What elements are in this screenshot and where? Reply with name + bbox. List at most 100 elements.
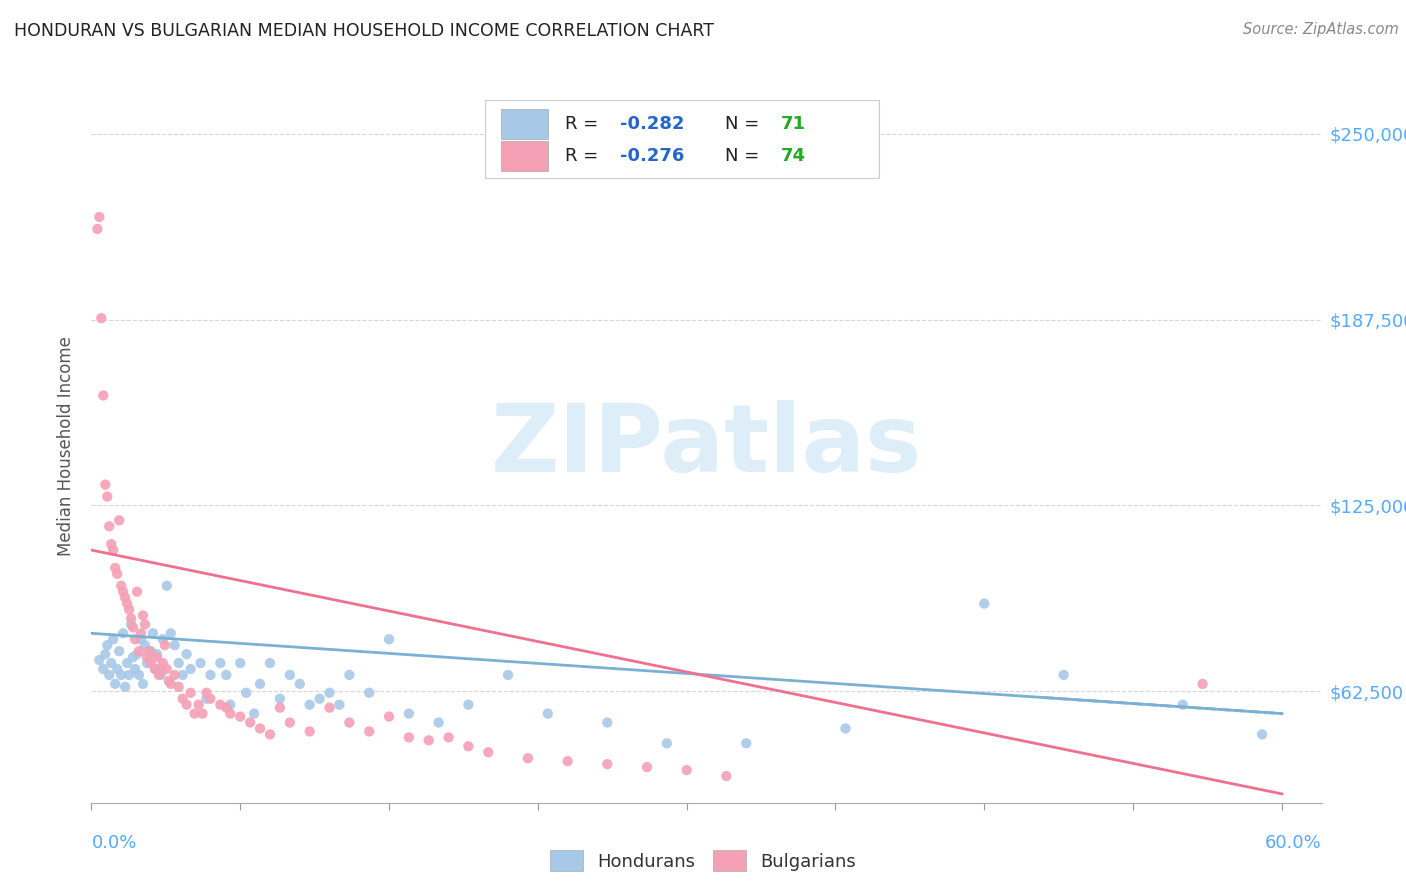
Point: [138, 644, 160, 658]
Point: [172, 691, 194, 706]
Point: [159, 626, 181, 640]
Point: [318, 686, 340, 700]
Point: [143, 662, 166, 676]
Point: [219, 706, 242, 721]
Point: [200, 668, 222, 682]
Point: [143, 662, 166, 676]
Point: [219, 698, 242, 712]
Point: [176, 698, 198, 712]
Point: [142, 626, 165, 640]
Point: [139, 644, 162, 658]
Point: [157, 673, 180, 688]
Point: [118, 602, 141, 616]
Text: 74: 74: [780, 147, 806, 165]
Point: [359, 724, 381, 739]
Point: [90, 311, 112, 326]
Point: [91, 662, 114, 676]
Point: [1251, 727, 1274, 741]
Point: [187, 698, 209, 712]
Point: [477, 745, 499, 759]
Point: [98, 668, 121, 682]
Point: [418, 733, 440, 747]
Point: [215, 700, 238, 714]
Point: [1053, 668, 1076, 682]
Point: [120, 611, 142, 625]
Point: [110, 668, 132, 682]
Point: [288, 677, 311, 691]
Point: [298, 698, 321, 712]
Point: [427, 715, 450, 730]
Point: [152, 632, 174, 647]
Point: [596, 715, 619, 730]
Y-axis label: Median Household Income: Median Household Income: [58, 336, 76, 556]
Point: [96, 490, 118, 504]
Point: [209, 656, 232, 670]
Point: [229, 709, 252, 723]
Point: [115, 656, 138, 670]
Text: R =: R =: [565, 147, 605, 165]
Point: [163, 668, 186, 682]
Point: [124, 632, 146, 647]
Point: [215, 668, 238, 682]
Point: [132, 677, 155, 691]
Point: [108, 644, 131, 658]
Point: [132, 608, 155, 623]
Point: [136, 656, 159, 670]
Point: [105, 566, 128, 581]
Point: [636, 760, 658, 774]
Point: [128, 644, 150, 658]
Point: [249, 722, 271, 736]
Point: [153, 638, 176, 652]
Point: [112, 626, 135, 640]
Point: [114, 680, 136, 694]
Point: [129, 626, 152, 640]
Point: [146, 647, 169, 661]
Point: [122, 650, 145, 665]
Point: [149, 662, 172, 676]
Point: [125, 584, 148, 599]
Point: [209, 698, 232, 712]
Point: [129, 632, 152, 647]
Point: [437, 731, 460, 745]
Point: [1171, 698, 1194, 712]
Point: [86, 222, 108, 236]
Point: [103, 632, 125, 647]
Point: [104, 561, 127, 575]
Text: 60.0%: 60.0%: [1265, 834, 1322, 852]
Point: [112, 584, 135, 599]
Point: [398, 731, 420, 745]
Text: -0.282: -0.282: [620, 115, 685, 133]
Point: [834, 722, 856, 736]
Point: [148, 668, 170, 682]
Point: [378, 709, 401, 723]
Point: [156, 579, 179, 593]
Point: [125, 647, 148, 661]
Point: [134, 617, 156, 632]
Text: 71: 71: [780, 115, 806, 133]
Point: [229, 656, 252, 670]
FancyBboxPatch shape: [501, 109, 548, 139]
Point: [94, 477, 117, 491]
Point: [96, 638, 118, 652]
Point: [655, 736, 678, 750]
Point: [973, 597, 995, 611]
Point: [269, 700, 291, 714]
Point: [136, 650, 159, 665]
Point: [122, 620, 145, 634]
Point: [156, 662, 179, 676]
Point: [115, 597, 138, 611]
Point: [149, 668, 172, 682]
FancyBboxPatch shape: [485, 100, 879, 178]
FancyBboxPatch shape: [501, 141, 548, 171]
Point: [249, 677, 271, 691]
Point: [152, 656, 174, 670]
Point: [104, 677, 127, 691]
Point: [243, 706, 266, 721]
Point: [235, 686, 257, 700]
Point: [516, 751, 538, 765]
Text: N =: N =: [725, 115, 765, 133]
Point: [378, 632, 401, 647]
Point: [200, 691, 222, 706]
Point: [159, 677, 181, 691]
Point: [398, 706, 420, 721]
